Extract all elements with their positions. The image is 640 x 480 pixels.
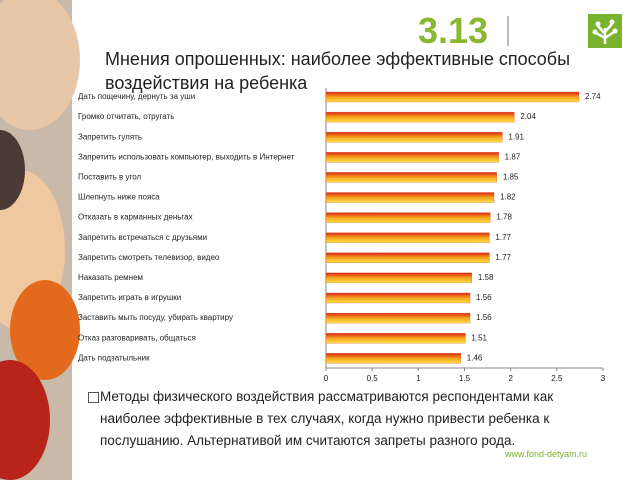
bar: [325, 312, 471, 324]
bullet-marker: [88, 392, 99, 403]
y-tick-label: Шлепнуть ниже пояса: [78, 193, 160, 202]
value-label: 1.46: [467, 353, 483, 362]
bar: [325, 192, 495, 203]
x-tick-label: 0.5: [367, 374, 379, 383]
bar: [325, 252, 490, 263]
x-tick-label: 2.5: [551, 374, 563, 383]
value-label: 1.56: [476, 293, 492, 302]
bar: [325, 292, 471, 304]
value-label: 1.85: [503, 173, 519, 182]
bar: [325, 212, 491, 223]
y-tick-label: Дать подзатыльник: [78, 353, 150, 362]
value-label: 1.56: [476, 313, 492, 322]
y-tick-label: Запретить гулять: [78, 132, 142, 141]
bullet-text: Методы физического воздействия рассматри…: [100, 389, 554, 448]
y-tick-label: Заставить мыть посуду, убирать квартиру: [78, 313, 233, 322]
bar: [325, 353, 461, 364]
value-label: 2.74: [585, 92, 601, 101]
chart-title: Мнения опрошенных: наиболее эффективные …: [105, 49, 571, 93]
y-tick-label: Отказ разговаривать, общаться: [78, 333, 196, 342]
bar: [325, 152, 499, 163]
x-tick-label: 3: [601, 374, 606, 383]
bar: [325, 172, 497, 183]
value-label: 1.78: [496, 213, 512, 222]
y-tick-label: Поставить в угол: [78, 173, 141, 182]
value-label: 1.77: [495, 233, 511, 242]
slide-number: 3.13: [418, 10, 489, 51]
y-tick-label: Наказать ремнем: [78, 273, 143, 282]
y-tick-label: Дать пощечину, дернуть за уши: [78, 92, 195, 101]
value-label: 1.91: [508, 132, 524, 141]
value-label: 2.04: [520, 112, 536, 121]
bar: [325, 111, 515, 123]
y-tick-label: Запретить использовать компьютер, выходи…: [78, 152, 295, 161]
y-tick-label: Громко отчитать, отругать: [78, 112, 174, 121]
photo: [0, 0, 80, 480]
y-tick-label: Запретить играть в игрушки: [78, 293, 181, 302]
y-tick-label: Запретить встречаться с друзьями: [78, 233, 207, 242]
bar: [325, 132, 503, 143]
bar: [325, 232, 490, 243]
value-label: 1.58: [478, 273, 494, 282]
bar: [325, 333, 466, 344]
x-tick-label: 1: [416, 374, 421, 383]
x-tick-label: 1.5: [459, 374, 471, 383]
y-tick-label: Запретить смотреть телевизор, видео: [78, 253, 220, 262]
x-tick-label: 2: [508, 374, 513, 383]
value-label: 1.87: [505, 152, 521, 161]
bar: [325, 91, 580, 103]
x-tick-label: 0: [324, 374, 329, 383]
value-label: 1.82: [500, 193, 516, 202]
bar: [325, 272, 473, 284]
y-tick-label: Отказать в карманных деньгах: [78, 213, 193, 222]
value-label: 1.77: [495, 253, 511, 262]
value-label: 1.51: [471, 333, 487, 342]
logo: [588, 14, 622, 48]
footer-url: www.fond-detyam.ru: [505, 449, 588, 459]
